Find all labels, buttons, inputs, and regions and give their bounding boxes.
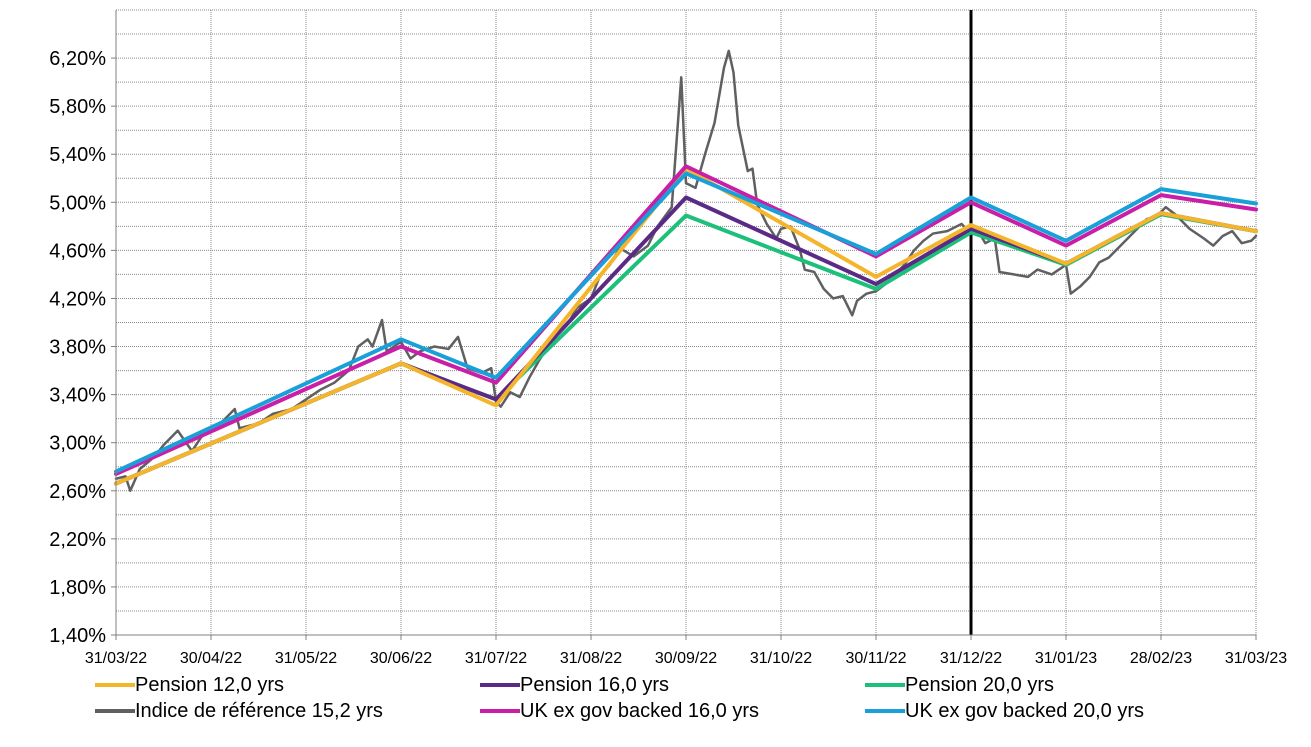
legend-swatch	[95, 683, 135, 687]
x-tick-label: 30/04/22	[180, 650, 242, 667]
y-tick-label: 3,80%	[49, 337, 106, 359]
series-lines	[114, 49, 1258, 493]
legend-item: Pension 12,0 yrs	[95, 674, 480, 697]
y-tick-label: 1,80%	[49, 577, 106, 599]
series-line	[114, 166, 1258, 486]
legend-label: Indice de référence 15,2 yrs	[135, 699, 383, 722]
y-tick-label: 2,60%	[49, 481, 106, 503]
y-tick-label: 3,00%	[49, 433, 106, 455]
legend-label: Pension 16,0 yrs	[520, 673, 669, 696]
y-tick-label: 4,20%	[49, 288, 106, 310]
legend-swatch	[865, 683, 905, 687]
legend-item: Indice de référence 15,2 yrs	[95, 700, 480, 723]
legend-label: UK ex gov backed 20,0 yrs	[905, 699, 1145, 722]
legend-swatch	[865, 709, 905, 713]
legend-item: Pension 20,0 yrs	[865, 674, 1054, 697]
y-tick-label: 5,80%	[49, 96, 106, 118]
line-chart: 1,40% 1,80% 2,20% 2,60% 3,00% 3,40% 3,80% 4,20%…	[49, 9, 1287, 667]
series-line	[114, 164, 1258, 476]
x-tick-label: 31/01/23	[1035, 650, 1097, 667]
x-tick-label: 30/09/22	[655, 650, 717, 667]
legend-item: Pension 16,0 yrs	[480, 674, 865, 697]
y-tick-label: 5,40%	[49, 144, 106, 166]
series-line	[114, 49, 1258, 493]
legend-swatch	[480, 709, 520, 713]
legend-label: Pension 20,0 yrs	[905, 673, 1054, 696]
x-tick-label: 28/02/23	[1130, 650, 1192, 667]
y-tick-label: 6,20%	[49, 48, 106, 70]
x-tick-labels: 31/03/22 30/04/22 31/05/22 30/06/22 31/07/22…	[85, 650, 1287, 667]
legend-item: UK ex gov backed 20,0 yrs	[865, 700, 1144, 723]
x-tick-label: 30/06/22	[370, 650, 432, 667]
series-line	[114, 171, 1258, 474]
legend-row-2: Indice de référence 15,2 yrs UK ex gov b…	[95, 698, 1305, 724]
x-tick-label: 31/10/22	[750, 650, 812, 667]
x-tick-label: 31/12/22	[940, 650, 1002, 667]
x-tick-label: 31/03/22	[85, 650, 147, 667]
legend-label: Pension 12,0 yrs	[135, 673, 284, 696]
x-tick-label: 31/05/22	[275, 650, 337, 667]
legend-swatch	[480, 683, 520, 687]
y-tick-label: 1,40%	[49, 625, 106, 647]
legend-row-1: Pension 12,0 yrs Pension 16,0 yrs Pensio…	[95, 672, 1305, 698]
x-tick-label: 31/08/22	[560, 650, 622, 667]
y-tick-label: 4,60%	[49, 240, 106, 262]
y-tick-label: 5,00%	[49, 192, 106, 214]
x-tick-label: 31/07/22	[465, 650, 527, 667]
legend: Pension 12,0 yrs Pension 16,0 yrs Pensio…	[95, 672, 1305, 724]
legend-item: UK ex gov backed 16,0 yrs	[480, 700, 865, 723]
grid	[115, 9, 1257, 636]
y-tick-label: 2,20%	[49, 529, 106, 551]
x-tick-label: 30/11/22	[845, 650, 906, 667]
axes	[111, 10, 1257, 640]
legend-swatch	[95, 709, 135, 713]
y-tick-labels: 1,40% 1,80% 2,20% 2,60% 3,00% 3,40% 3,80% 4,20%…	[49, 48, 106, 647]
legend-label: UK ex gov backed 16,0 yrs	[520, 699, 760, 722]
y-tick-label: 3,40%	[49, 385, 106, 407]
x-tick-label: 31/03/23	[1225, 650, 1287, 667]
